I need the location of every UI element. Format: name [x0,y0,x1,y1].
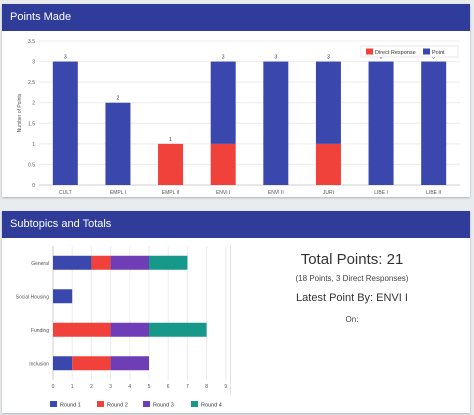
y-tick-label: Social Housing [16,294,50,300]
legend-label-direct-response: Direct Response [375,50,416,56]
y-tick-label: 0 [32,183,35,189]
bar-total-label: 3 [274,55,277,61]
y-tick-label: 2 [32,101,35,107]
y-tick-label: 2.5 [28,80,35,86]
legend-label-round-4: Round 4 [201,403,222,409]
direct-response-bar [158,143,184,185]
y-tick-label: Funding [31,328,49,334]
bar-total-label: 2 [117,96,120,102]
y-tick-label: 3.5 [28,39,35,45]
bar-total-label: 3 [64,55,67,61]
bar-total-label: 1 [169,137,172,143]
x-tick-label: 9 [224,384,227,390]
points-made-title: Points Made [2,4,470,31]
panel-divider [230,245,231,395]
direct-response-bar [210,143,236,185]
legend-swatch-round-4 [191,401,198,407]
y-tick-label: 1 [32,142,35,148]
y-tick-label: General [31,261,49,267]
bar-total-label: 3 [432,55,435,61]
subtopics-panel: Subtopics and Totals 0 1 2 3 4 5 6 7 8 9 General So… [2,211,470,413]
legend-label-round-1: Round 1 [60,403,81,409]
direct-response-bar [315,143,341,185]
chart-legend: Round 1 Round 2 Round 3 Round 4 [50,401,222,409]
x-tick-label: 5 [148,384,151,390]
x-tick-label: ENVI II [268,190,284,196]
round-3-bar [110,356,149,371]
x-tick-label: 8 [205,384,208,390]
legend-label-point: Point [432,50,445,56]
bar-total-label: 3 [327,55,330,61]
y-axis-label: Number of Points [17,93,23,132]
x-tick-label: 3 [109,384,112,390]
x-tick-label: ENVI I [216,190,230,196]
point-bar [368,61,394,185]
x-tick-label: EMPL I [110,190,126,196]
round-2-bar [53,322,111,337]
point-bar [421,61,447,185]
chart-legend: Direct Response Point [360,45,459,58]
latest-on: On: [345,315,359,324]
x-tick-label: EMPL II [162,190,180,196]
legend-swatch-round-2 [97,401,104,407]
round-1-bar [53,289,73,304]
legend-swatch-round-1 [50,401,57,407]
point-bar [52,61,78,185]
legend-swatch-point [423,48,430,55]
bar-total-label: 3 [222,55,225,61]
round-2-bar [91,255,111,270]
points-breakdown: (18 Points, 3 Direct Responses) [295,274,409,283]
y-tick-label: 3 [32,60,35,66]
y-tick-label: 1.5 [28,121,35,127]
subtopics-title: Subtopics and Totals [2,211,470,238]
points-made-chart: 0 0.5 1 1.5 2 2.5 3 3.5 Number of Points 3 CULT 2 EM… [17,39,460,196]
point-bar [105,102,131,185]
y-tick-label: Inclusion [29,361,49,367]
x-tick-label: JURI [323,190,334,196]
x-tick-label: 7 [186,384,189,390]
y-tick-label: 0.5 [28,162,35,168]
point-bar [263,61,289,185]
total-points: Total Points: 21 [300,251,404,268]
x-tick-label: 2 [90,384,93,390]
legend-box [360,45,459,58]
round-1-bar [53,356,73,371]
latest-point: Latest Point By: ENVI I [296,292,408,304]
point-bar [315,61,341,144]
legend-label-round-2: Round 2 [107,403,128,409]
round-4-bar [149,322,207,337]
x-tick-label: 4 [128,384,131,390]
legend-swatch-direct-response [366,48,373,55]
round-3-bar [110,322,149,337]
x-tick-label: LIBE II [426,190,441,196]
round-2-bar [72,356,111,371]
round-1-bar [53,255,92,270]
x-tick-label: CULT [59,190,72,196]
x-tick-label: 0 [52,384,55,390]
x-tick-label: 6 [167,384,170,390]
points-made-panel: Points Made 0 0.5 1 1.5 2 2.5 3 3.5 Number of Po… [2,4,470,197]
subtopics-chart: 0 1 2 3 4 5 6 7 8 9 General Social Housing Funding In… [16,246,227,409]
legend-label-round-3: Round 3 [153,403,174,409]
legend-swatch-round-3 [143,401,150,407]
round-4-bar [149,255,188,270]
round-3-bar [110,255,149,270]
x-tick-label: 1 [71,384,74,390]
x-tick-label: LIBE I [374,190,388,196]
bar-total-label: 3 [380,55,383,61]
point-bar [210,61,236,144]
